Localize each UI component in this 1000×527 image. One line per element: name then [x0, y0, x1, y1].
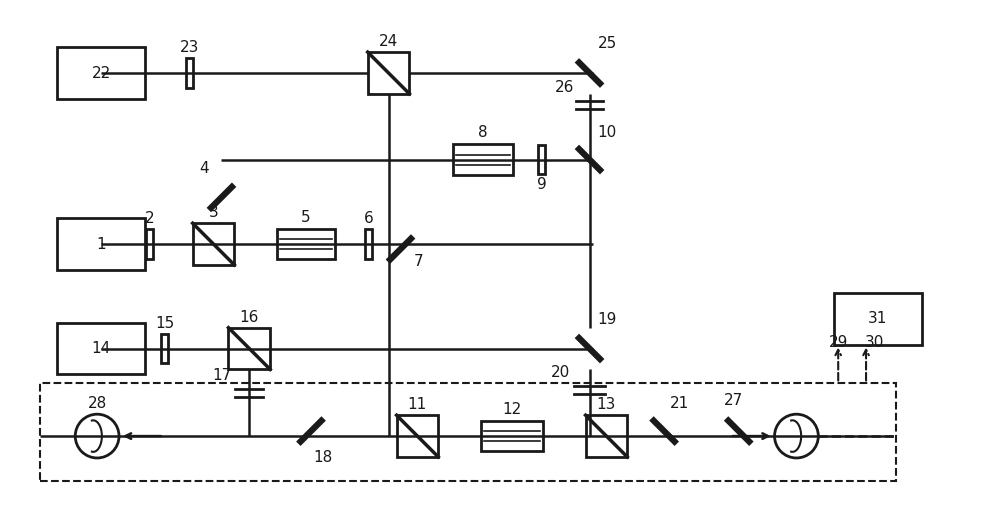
Bar — [146, 229, 153, 259]
Text: 6: 6 — [364, 211, 374, 226]
Text: 18: 18 — [313, 450, 333, 465]
Text: 16: 16 — [240, 310, 259, 325]
Bar — [834, 293, 922, 345]
Bar — [277, 229, 335, 259]
Text: 9: 9 — [537, 178, 547, 192]
Text: 25: 25 — [598, 36, 617, 51]
Bar — [40, 383, 896, 481]
Text: 12: 12 — [502, 402, 522, 417]
Text: 22: 22 — [91, 65, 111, 81]
Text: 4: 4 — [199, 161, 208, 177]
Text: 14: 14 — [91, 341, 111, 356]
Text: 15: 15 — [155, 316, 174, 330]
Text: 27: 27 — [724, 393, 743, 408]
Text: 8: 8 — [478, 125, 488, 140]
Text: 23: 23 — [180, 40, 199, 55]
Text: 31: 31 — [868, 311, 888, 326]
Bar — [453, 144, 513, 175]
Text: 19: 19 — [598, 311, 617, 327]
Bar — [161, 334, 168, 364]
Text: 21: 21 — [669, 396, 689, 411]
Text: 28: 28 — [88, 396, 107, 411]
Bar — [586, 415, 627, 457]
Bar — [186, 58, 193, 88]
Text: 24: 24 — [379, 34, 398, 49]
Text: 20: 20 — [550, 365, 570, 380]
Bar — [365, 229, 372, 259]
Text: 29: 29 — [829, 335, 848, 349]
Bar — [228, 328, 270, 369]
Bar — [57, 323, 145, 374]
Bar — [57, 218, 145, 270]
Text: 13: 13 — [597, 397, 616, 412]
Bar — [57, 47, 145, 99]
Bar — [397, 415, 438, 457]
Bar — [368, 52, 409, 94]
Text: 26: 26 — [555, 80, 575, 95]
Text: 1: 1 — [96, 237, 106, 251]
Text: 2: 2 — [145, 211, 155, 226]
Text: 11: 11 — [408, 397, 427, 412]
Bar — [538, 144, 545, 174]
Text: 10: 10 — [598, 125, 617, 140]
Bar — [193, 223, 234, 265]
Text: 5: 5 — [301, 210, 311, 225]
Bar — [481, 421, 543, 451]
Text: 30: 30 — [864, 335, 884, 349]
Text: 17: 17 — [212, 368, 231, 383]
Text: 3: 3 — [209, 205, 218, 220]
Text: 7: 7 — [414, 254, 423, 269]
